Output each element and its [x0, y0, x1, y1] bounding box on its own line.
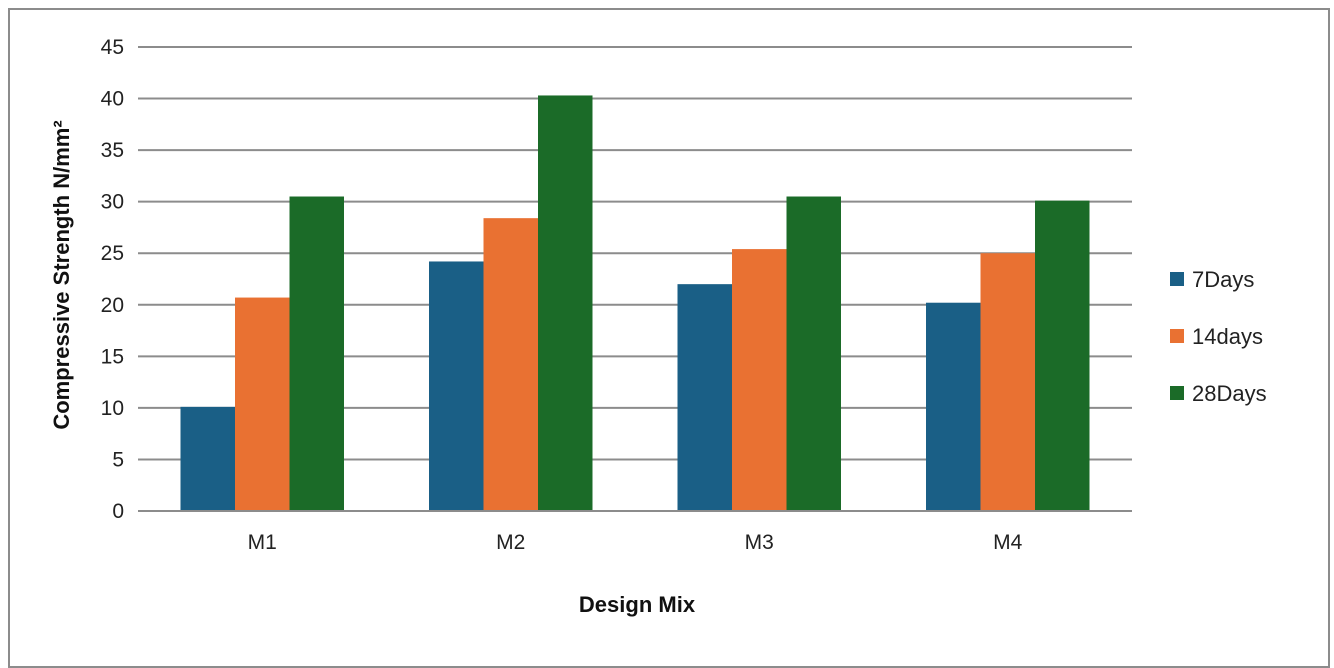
axes: 0 5 10 15 20 25 30 35 40 45 M1 M2 M3 M4 — [101, 36, 1132, 554]
bars — [180, 95, 1090, 512]
y-tick-label: 20 — [101, 294, 124, 317]
legend-swatch-28days — [1170, 386, 1184, 400]
bar-28days-m4 — [1035, 200, 1090, 511]
bar-28days-m1 — [289, 196, 344, 511]
bar-14days-m2 — [483, 218, 538, 512]
bar-7days-m3 — [677, 284, 732, 511]
y-tick-label: 30 — [101, 191, 124, 214]
chart-frame — [8, 8, 1330, 668]
y-tick-label: 15 — [101, 345, 124, 368]
bar-14days-m4 — [980, 253, 1035, 511]
legend-label-14days: 14days — [1192, 324, 1263, 349]
y-tick-label: 25 — [101, 242, 124, 265]
x-tick-label: M1 — [248, 531, 277, 554]
y-tick-label: 40 — [101, 88, 124, 111]
bar-7days-m4 — [926, 302, 981, 511]
bar-7days-m2 — [429, 261, 484, 511]
x-tick-label: M2 — [496, 531, 525, 554]
y-tick-label: 45 — [101, 36, 124, 59]
bar-chart: 0 5 10 15 20 25 30 35 40 45 M1 M2 M3 M4 Design Mix Co… — [49, 36, 1267, 617]
legend-label-7days: 7Days — [1192, 267, 1254, 292]
y-tick-label: 0 — [112, 500, 124, 523]
bar-28days-m2 — [538, 95, 593, 511]
y-tick-label: 10 — [101, 397, 124, 420]
legend-swatch-7days — [1170, 272, 1184, 286]
bar-14days-m3 — [732, 249, 787, 511]
bar-28days-m3 — [786, 196, 841, 511]
x-tick-label: M4 — [993, 531, 1022, 554]
y-tick-label: 5 — [112, 448, 124, 471]
y-axis-title: Compressive Strength N/mm² — [49, 120, 74, 429]
bar-14days-m1 — [235, 297, 290, 511]
legend-swatch-14days — [1170, 329, 1184, 343]
legend-label-28days: 28Days — [1192, 381, 1267, 406]
y-tick-label: 35 — [101, 139, 124, 162]
bar-7days-m1 — [180, 406, 235, 511]
legend: 7Days 14days 28Days — [1170, 267, 1267, 406]
x-axis-title: Design Mix — [579, 592, 696, 617]
x-tick-label: M3 — [745, 531, 774, 554]
